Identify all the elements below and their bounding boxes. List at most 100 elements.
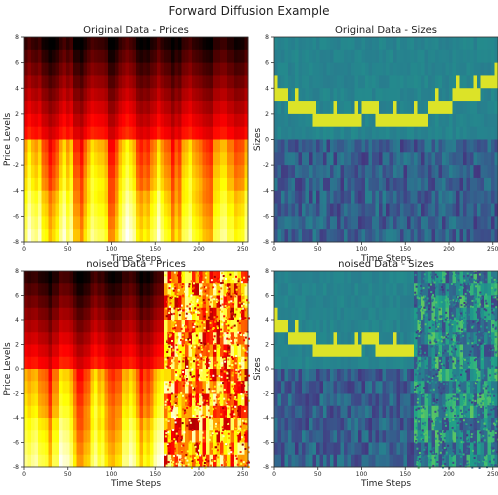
heatmap-cell [459,49,464,64]
heatmap-cell [435,442,439,456]
heatmap-cell [195,190,200,204]
heatmap-cell [372,442,376,456]
heatmap-cell [241,49,245,64]
heatmap-cell [209,88,214,102]
noise-cell [213,399,216,402]
heatmap-cell [213,75,217,89]
heatmap-cell [45,229,49,243]
heatmap-cell [442,113,446,128]
noise-cell [197,344,200,346]
heatmap-cell [97,203,102,217]
heatmap-cell [305,88,310,102]
heatmap-cell [227,369,231,382]
heatmap-cell [281,418,285,431]
heatmap-cell [470,62,474,76]
heatmap-cell [396,203,401,217]
noise-cell [211,397,213,400]
noise-cell [197,402,200,405]
heatmap-cell [87,369,91,382]
heatmap-cell [195,177,200,192]
noise-cell [216,319,219,322]
heatmap-cell [340,113,345,128]
heatmap-cell [393,356,397,370]
heatmap-cell [368,177,373,192]
noise-cell [166,443,169,446]
heatmap-cell [118,381,123,394]
noise-cell [232,303,235,306]
noise-cell [174,287,177,290]
heatmap-cell [456,229,460,243]
heatmap-cell [220,75,224,89]
heatmap-cell [407,356,411,370]
heatmap-cell [185,62,189,76]
heatmap-cell [94,332,98,345]
heatmap-cell [101,152,105,166]
heatmap-cell [143,430,147,443]
heatmap-cell [459,126,464,140]
heatmap-cell [491,62,495,76]
noise-cell [231,364,234,366]
noise-cell [167,445,170,447]
noise-cell [189,311,192,313]
noise-cell [182,294,184,297]
heatmap-cell [477,49,481,64]
heatmap-cell [295,152,299,166]
heatmap-cell [48,229,53,243]
heatmap-cell [129,203,133,217]
heatmap-cell [274,216,278,230]
heatmap-cell [195,356,200,370]
heatmap-cell [69,295,74,309]
noise-cell [166,339,169,342]
noise-cell [186,316,189,319]
heatmap-cell [146,139,151,153]
heatmap-cell [309,229,313,243]
noise-cell [214,318,217,321]
heatmap-cell [237,418,242,431]
noise-cell [194,321,197,324]
heatmap-cell [185,139,189,153]
heatmap-cell [442,37,446,51]
heatmap-cell [146,332,151,345]
noise-cell [200,302,203,304]
heatmap-cell [206,356,210,370]
heatmap-cell [230,49,235,64]
heatmap-cell [220,344,224,358]
heatmap-cell [414,430,418,443]
heatmap-cell [160,165,165,179]
heatmap-cell [230,75,235,89]
noise-cell [165,464,168,467]
heatmap-cell [382,216,387,230]
heatmap-cell [358,283,362,296]
heatmap-cell [24,320,28,333]
heatmap-cell [274,177,278,192]
heatmap-cell [302,62,306,76]
heatmap-cell [410,356,415,370]
heatmap-cell [202,369,207,382]
heatmap-cell [62,165,67,179]
heatmap-cell [417,62,422,76]
heatmap-cell [340,442,345,456]
noise-cell [220,376,223,379]
heatmap-cell [372,283,376,296]
heatmap-cells [274,271,498,468]
heatmap-cell [27,75,32,89]
heatmap-cell [237,126,242,140]
noise-cell [168,310,171,312]
heatmap-cell [97,165,102,179]
heatmap-cell [389,369,394,382]
noise-cell [238,322,241,325]
noise-cell [172,429,175,431]
heatmap-cell [104,271,109,284]
heatmap-cell [38,126,42,140]
heatmap-cell [209,344,214,358]
heatmap-cell [326,37,331,51]
heatmap-cell [167,126,172,140]
heatmap-cell [330,356,334,370]
heatmap-cell [277,49,282,64]
heatmap-cell [431,307,436,321]
heatmap-cell [323,320,327,333]
heatmap-cell [319,229,324,243]
heatmap-cell [62,271,67,284]
heatmap-cell [220,229,224,243]
heatmap-cell [213,49,217,64]
